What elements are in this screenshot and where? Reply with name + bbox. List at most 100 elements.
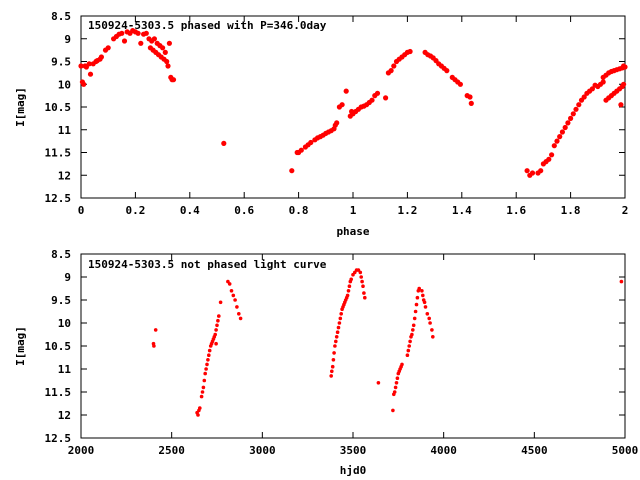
data-point	[333, 344, 337, 348]
data-point	[546, 156, 552, 162]
x-tick-label: 4000	[430, 444, 457, 457]
x-tick-label: 2000	[68, 444, 95, 457]
data-point	[207, 353, 211, 358]
x-tick-label: 2	[622, 204, 629, 217]
x-tick-label: 1.2	[397, 204, 417, 217]
y-tick-label: 9	[64, 33, 71, 46]
data-point	[557, 134, 563, 140]
data-point	[529, 170, 536, 176]
data-point	[78, 63, 84, 69]
data-point	[411, 328, 415, 332]
data-point	[414, 302, 419, 307]
x-tick-label: 3000	[249, 444, 276, 457]
data-point	[202, 378, 207, 383]
data-point	[229, 289, 234, 293]
x-axis-ticks: 0 0.2 0.4 0.6 0.8 1 1.2 1.4 1.6 1.8 2	[78, 16, 629, 217]
data-point	[218, 300, 223, 305]
data-point	[444, 68, 450, 74]
data-point	[391, 63, 397, 69]
data-point	[135, 30, 141, 36]
data-point	[237, 312, 241, 316]
data-point	[81, 81, 87, 87]
data-point	[468, 100, 474, 106]
data-point	[576, 102, 582, 108]
data-point	[425, 312, 430, 316]
y-tick-label: 11	[58, 363, 72, 376]
y-tick-label: 12.5	[45, 192, 72, 205]
x-tick-label: 1.6	[506, 204, 526, 217]
data-point	[170, 77, 177, 83]
data-point	[238, 316, 243, 321]
y-tick-label: 12	[58, 169, 71, 182]
data-point	[589, 86, 596, 92]
data-point	[217, 314, 221, 318]
data-point	[329, 374, 334, 378]
data-point	[87, 71, 94, 77]
data-point	[621, 81, 627, 87]
y-axis-ticks: 8.5 9 9.5 10 10.5 11 11.5 12 12.5	[45, 248, 625, 445]
y-axis-ticks: 8.5 9 9.5 10 10.5 11 11.5 12 12.5	[45, 10, 625, 205]
data-point	[538, 168, 544, 174]
data-point	[388, 68, 394, 74]
x-tick-label: 0.4	[180, 204, 200, 217]
data-point	[332, 351, 336, 355]
data-point	[199, 394, 204, 399]
data-point	[568, 115, 574, 121]
data-point	[152, 344, 156, 348]
data-points	[78, 28, 628, 178]
data-point	[407, 344, 412, 348]
data-point	[138, 40, 144, 46]
y-axis-label: I[mag]	[14, 326, 27, 366]
data-point	[422, 300, 427, 305]
x-tick-label: 1.8	[561, 204, 581, 217]
data-point	[308, 139, 314, 146]
data-point	[349, 277, 354, 282]
data-point	[205, 362, 209, 367]
data-point	[231, 293, 236, 298]
x-tick-label: 0.6	[234, 204, 254, 217]
data-point	[360, 279, 364, 284]
y-tick-label: 8.5	[51, 248, 71, 261]
data-point	[524, 168, 530, 174]
data-point	[400, 362, 404, 367]
plot-frame	[80, 15, 626, 199]
data-point	[363, 295, 367, 300]
data-point	[143, 30, 149, 36]
data-point	[98, 54, 104, 60]
data-point	[413, 309, 418, 314]
data-point	[345, 293, 350, 298]
data-point	[221, 140, 227, 146]
data-point	[431, 335, 435, 339]
data-point	[213, 332, 217, 337]
data-point	[204, 367, 208, 371]
y-tick-label: 10.5	[45, 340, 72, 353]
data-point	[559, 129, 566, 135]
data-point	[215, 323, 219, 328]
data-point	[549, 152, 555, 158]
data-point	[411, 323, 416, 328]
y-tick-label: 9	[64, 271, 71, 284]
y-tick-label: 12.5	[45, 432, 72, 445]
chart-title: 150924-5303.5 phased with P=346.0day	[88, 19, 327, 32]
y-tick-label: 10	[58, 317, 71, 330]
data-point	[395, 376, 400, 381]
data-point	[121, 38, 128, 44]
x-tick-label: 0	[78, 204, 85, 217]
data-point	[334, 120, 340, 126]
x-tick-label: 3500	[340, 444, 367, 457]
y-tick-label: 12	[58, 409, 71, 422]
data-point	[343, 88, 349, 94]
y-tick-label: 11.5	[45, 147, 72, 160]
data-point	[408, 339, 412, 344]
data-point	[361, 284, 365, 289]
data-point	[339, 312, 344, 316]
data-point	[362, 291, 366, 295]
data-points	[151, 268, 624, 417]
plot-frame	[80, 253, 626, 439]
data-point	[369, 97, 375, 103]
data-point	[565, 120, 571, 126]
data-point	[235, 305, 239, 309]
data-point	[331, 358, 336, 362]
data-point	[330, 364, 335, 369]
data-point	[200, 390, 205, 394]
